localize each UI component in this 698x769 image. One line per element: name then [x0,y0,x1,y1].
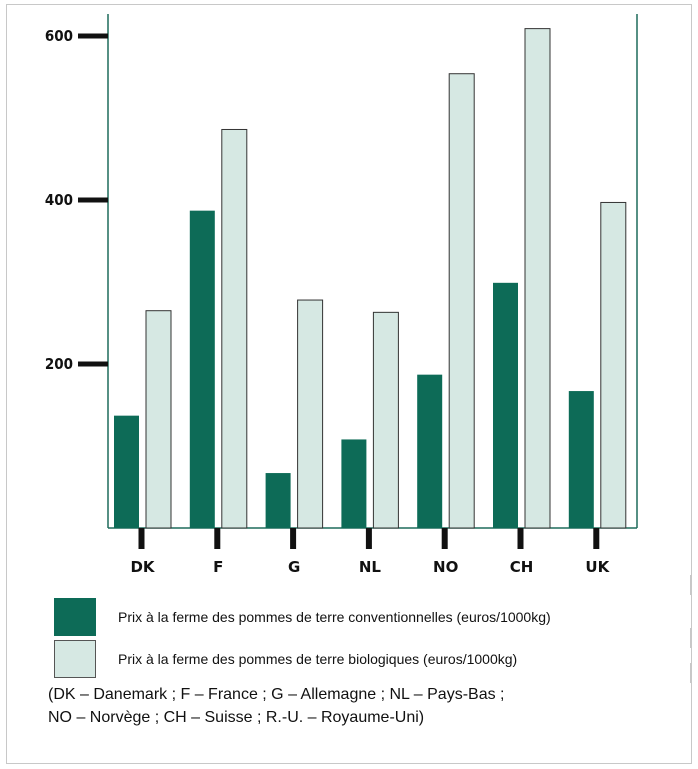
y-tick-label: 600 [45,27,73,45]
bar-conventional [493,282,518,528]
bar-chart: 200 400 600 DK F G NL NO CH UK [45,14,638,576]
bar-organic [600,201,627,529]
bar-organic [372,311,399,529]
bar-organic [524,28,551,529]
y-tick-mark [78,33,108,39]
x-tick-mark [517,528,524,549]
bar-organic [297,299,324,529]
figure-frame [6,4,692,764]
bar-organic [145,310,172,529]
bar-conventional [341,439,367,528]
legend-swatch-organic [54,640,96,678]
x-tick-label: DK [130,558,155,576]
divider-line [690,663,691,683]
x-tick-mark [138,528,145,549]
country-abbreviations-note: (DK – Danemark ; F – France ; G – Allema… [48,683,668,729]
bar-conventional [417,374,443,528]
bar-organic [221,128,248,529]
bar-conventional [265,473,291,528]
bar-conventional [189,210,215,528]
bar-conventional [568,391,594,528]
bar-organic [448,73,475,529]
note-line-2: NO – Norvège ; CH – Suisse ; R.-U. – Roy… [48,709,425,726]
x-tick-mark [290,528,297,549]
y-tick-label: 200 [45,355,73,373]
x-tick-mark [441,528,448,549]
y-tick-label: 400 [45,191,73,209]
x-tick-label: F [213,558,223,576]
x-tick-label: NO [433,558,458,576]
x-tick-label: UK [585,558,610,576]
divider-line [690,628,691,648]
x-tick-mark [214,528,221,549]
legend-swatch-conventional [54,598,96,636]
legend-label-conventional: Prix à la ferme des pommes de terre conv… [118,609,551,625]
x-tick-mark [593,528,600,549]
y-tick-mark [78,361,108,367]
legend-label-organic: Prix à la ferme des pommes de terre biol… [118,651,518,667]
x-tick-label: NL [359,558,382,576]
divider-line [690,575,691,595]
x-tick-label: G [288,558,300,576]
note-line-1: (DK – Danemark ; F – France ; G – Allema… [48,686,505,703]
y-tick-mark [78,197,108,203]
x-tick-mark [365,528,372,549]
legend-item-organic: Prix à la ferme des pommes de terre biol… [54,640,517,678]
legend-item-conventional: Prix à la ferme des pommes de terre conv… [54,598,551,636]
bar-conventional [114,415,139,528]
x-tick-label: CH [510,558,534,576]
